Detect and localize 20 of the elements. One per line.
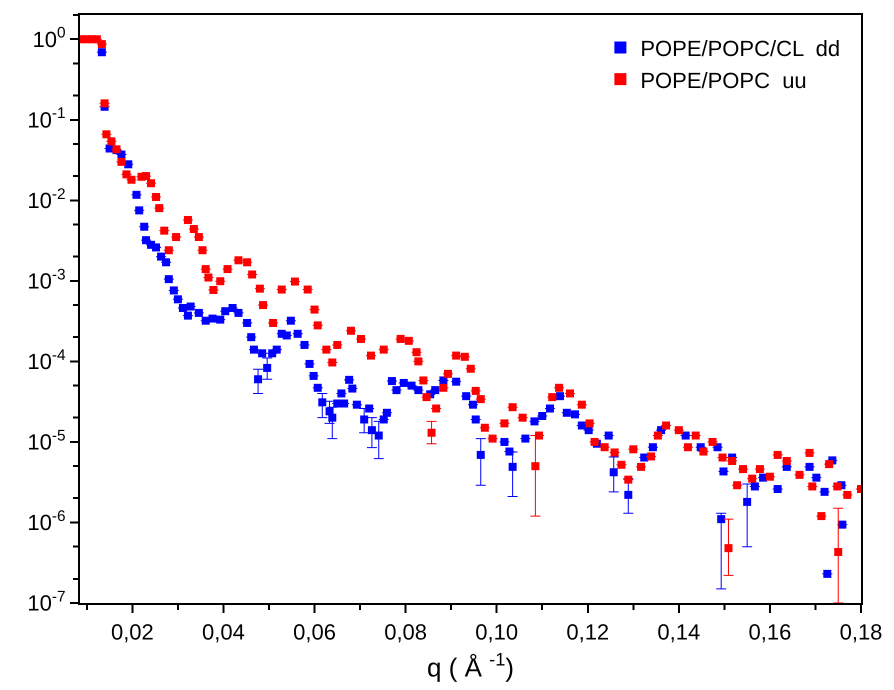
- y-tick-label: 10$^{-4}$: [27, 346, 66, 374]
- legend-label: POPE/POPC uu: [640, 68, 807, 93]
- x-tick-label: 0,18: [840, 619, 882, 644]
- y-tick-label: 10$^{-5}$: [27, 427, 66, 455]
- x-tick-label: 0,12: [566, 619, 610, 644]
- x-tick-label: 0,04: [202, 619, 245, 644]
- y-tick-label: 10$^{-2}$: [27, 186, 66, 214]
- y-tick-label: 10$^{-6}$: [27, 508, 66, 536]
- x-tick-label: 0,02: [110, 619, 154, 644]
- x-tick-label: 0,14: [657, 619, 700, 644]
- x-tick-label: 0,16: [748, 619, 792, 644]
- x-tick-label: 0,06: [293, 619, 336, 644]
- legend-label: POPE/POPC/CL dd: [640, 36, 840, 62]
- x-tick-label: 0,08: [384, 619, 428, 644]
- y-tick-label: 10$^{-7}$: [27, 588, 66, 616]
- x-axis-title: q ( Å $^{-1}$): [427, 650, 514, 683]
- y-tick-label: 10$^{0}$: [32, 24, 66, 52]
- y-tick-label: 10$^{-1}$: [27, 105, 66, 132]
- y-tick-label: 10$^{-3}$: [27, 266, 66, 294]
- x-tick-label: 0,10: [475, 619, 518, 644]
